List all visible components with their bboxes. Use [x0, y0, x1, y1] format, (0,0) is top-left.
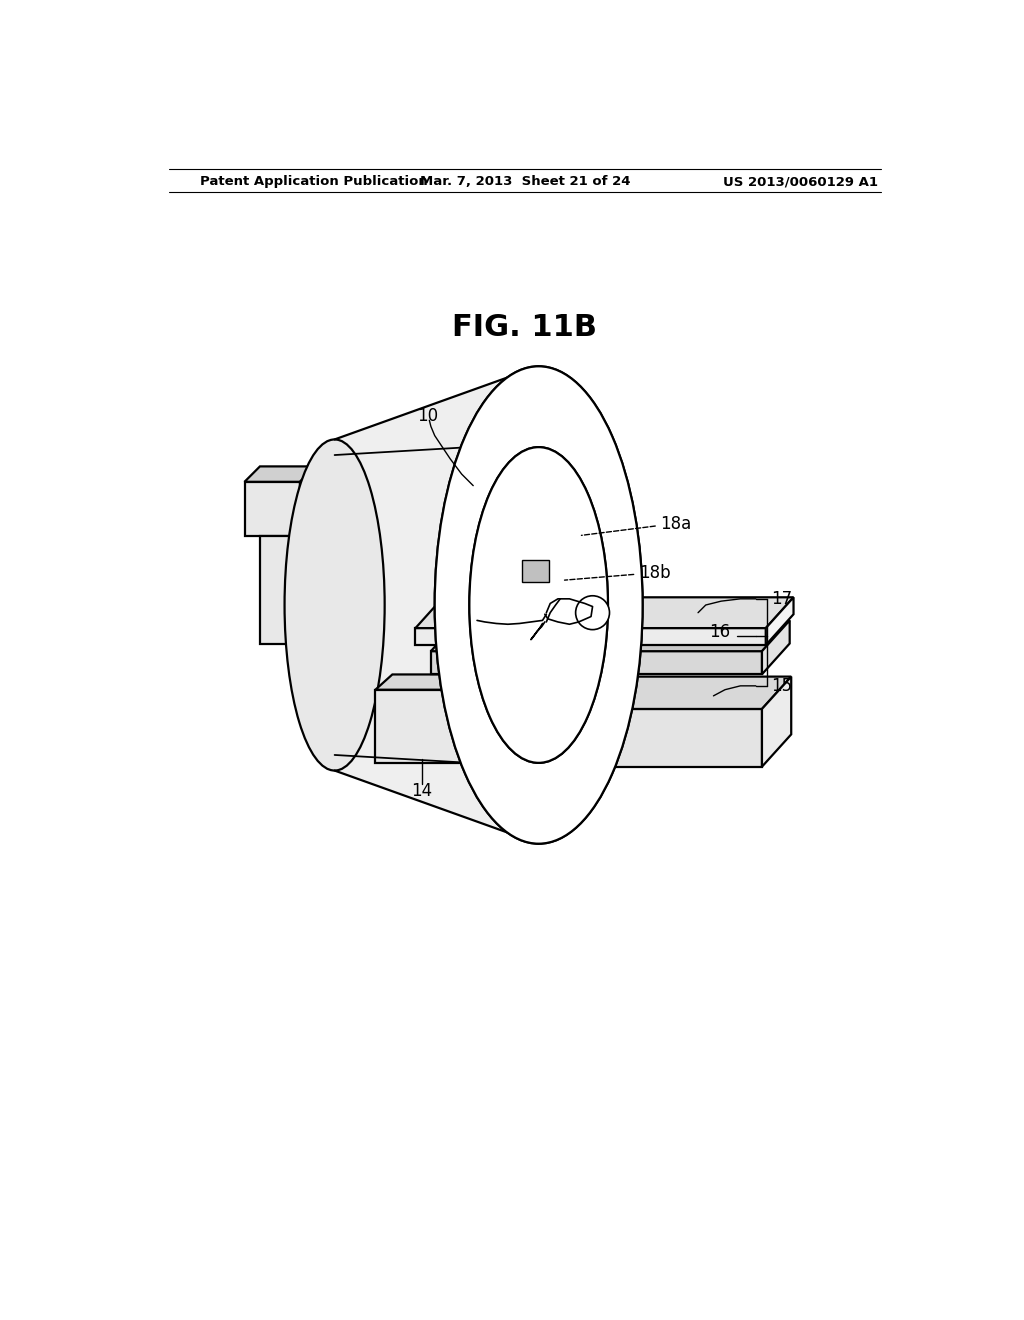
Polygon shape [300, 466, 315, 536]
Text: 14: 14 [411, 783, 432, 800]
Polygon shape [416, 598, 794, 628]
Text: 15: 15 [771, 677, 793, 694]
Polygon shape [762, 620, 790, 675]
Polygon shape [539, 677, 792, 709]
Polygon shape [300, 520, 315, 644]
Polygon shape [479, 675, 497, 763]
Text: 18b: 18b [639, 564, 671, 582]
Polygon shape [539, 709, 762, 767]
Ellipse shape [435, 367, 643, 843]
Polygon shape [762, 677, 792, 767]
Ellipse shape [435, 367, 643, 843]
Ellipse shape [469, 447, 608, 763]
Polygon shape [431, 620, 790, 651]
Text: US 2013/0060129 A1: US 2013/0060129 A1 [723, 176, 878, 187]
Polygon shape [431, 651, 762, 675]
Polygon shape [245, 482, 300, 536]
Text: 18a: 18a [660, 515, 691, 533]
Polygon shape [245, 466, 315, 482]
Circle shape [575, 595, 609, 630]
Text: Mar. 7, 2013  Sheet 21 of 24: Mar. 7, 2013 Sheet 21 of 24 [420, 176, 630, 187]
FancyBboxPatch shape [521, 561, 549, 582]
Text: 16: 16 [710, 623, 731, 642]
Ellipse shape [285, 440, 385, 771]
Polygon shape [335, 367, 539, 843]
Text: 10: 10 [417, 408, 438, 425]
Text: Patent Application Publication: Patent Application Publication [200, 176, 428, 187]
Polygon shape [416, 628, 766, 645]
Polygon shape [376, 675, 497, 689]
Ellipse shape [469, 447, 608, 763]
Polygon shape [376, 689, 479, 763]
Text: FIG. 11B: FIG. 11B [453, 313, 597, 342]
Text: 17: 17 [771, 590, 793, 607]
Polygon shape [260, 536, 300, 644]
Polygon shape [766, 598, 794, 645]
